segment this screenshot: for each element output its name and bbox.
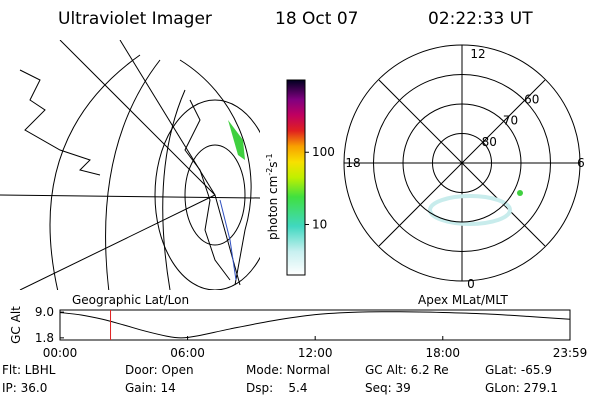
status-field: Dsp: 5.4 bbox=[246, 381, 308, 395]
time: 02:22:33 UT bbox=[428, 9, 533, 29]
lat-ring bbox=[373, 74, 551, 252]
y-tick-label: 1.8 bbox=[35, 331, 54, 345]
status-field: Seq: 39 bbox=[365, 381, 411, 395]
status-bar: Flt: LBHL Door: Open Mode: Normal GC Alt: 6… bbox=[2, 363, 558, 395]
track bbox=[219, 199, 237, 281]
polar-plot: 60 70 80 bbox=[343, 44, 581, 282]
unit: photon cm bbox=[266, 176, 280, 240]
y-tick-label: 9.0 bbox=[35, 305, 54, 319]
colorbar-label: photon cm-2s-1 bbox=[265, 153, 280, 240]
colorbar-ticks: 10 100 bbox=[305, 145, 335, 231]
colorbar-tick-label: 100 bbox=[312, 145, 335, 159]
y-axis-label: GC Alt bbox=[9, 306, 23, 344]
colorbar bbox=[286, 79, 306, 276]
x-tick-label: 18:00 bbox=[425, 346, 460, 360]
mlt-label: 18 bbox=[345, 156, 360, 170]
x-tick-label: 06:00 bbox=[170, 346, 205, 360]
altitude-plot: 9.0 1.800:00 06:00 12:00 18:00 23:59 bbox=[35, 305, 587, 360]
lat-ring bbox=[432, 133, 492, 193]
lat-ring bbox=[402, 103, 522, 223]
mlt-label: 12 bbox=[470, 47, 485, 61]
panel-label: Geographic Lat/Lon bbox=[72, 293, 189, 307]
status-field: Flt: LBHL bbox=[2, 363, 56, 377]
status-field: GLon: 279.1 bbox=[485, 381, 558, 395]
colorbar-tick-label: 10 bbox=[312, 217, 327, 231]
lat-label: 60 bbox=[524, 92, 539, 106]
status-field: Gain: 14 bbox=[125, 381, 176, 395]
geographic-map bbox=[0, 40, 260, 290]
aurora bbox=[228, 120, 245, 160]
unit: s bbox=[266, 161, 280, 167]
mlt-label: 6 bbox=[577, 156, 585, 170]
status-field: Mode: Normal bbox=[246, 363, 330, 377]
status-field: Door: Open bbox=[125, 363, 194, 377]
exp: -1 bbox=[265, 153, 274, 161]
exp: -2 bbox=[265, 168, 274, 176]
status-field: IP: 36.0 bbox=[2, 381, 47, 395]
status-field: GLat: -65.9 bbox=[485, 363, 552, 377]
status-field: GC Alt: 6.2 Re bbox=[365, 363, 449, 377]
altitude-line bbox=[59, 311, 571, 339]
date: 18 Oct 07 bbox=[275, 9, 358, 29]
lat-label: 80 bbox=[482, 135, 497, 149]
x-tick-label: 12:00 bbox=[298, 346, 333, 360]
mlt-label: 0 bbox=[467, 277, 475, 291]
lat-label: 70 bbox=[503, 114, 518, 128]
title: Ultraviolet Imager bbox=[58, 9, 212, 29]
x-tick-label: 00:00 bbox=[43, 346, 78, 360]
outer-ring bbox=[343, 44, 581, 282]
x-tick-label: 23:59 bbox=[553, 346, 588, 360]
panel-label: Apex MLat/MLT bbox=[418, 293, 508, 307]
